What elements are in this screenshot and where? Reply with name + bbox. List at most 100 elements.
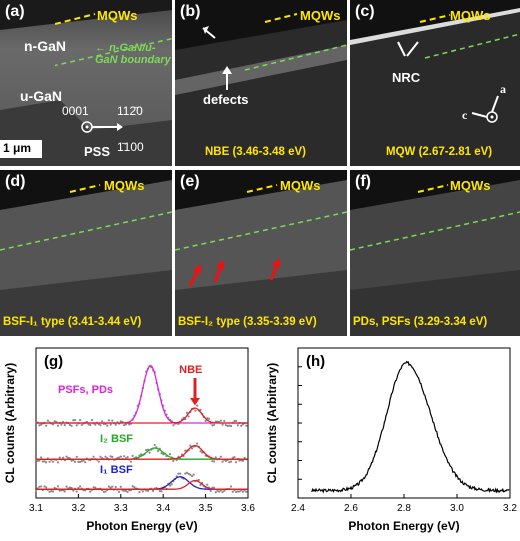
data-point xyxy=(109,423,112,426)
data-point xyxy=(214,456,217,459)
panel-b: (b) MQWs defects NBE (3.46-3.48 eV) xyxy=(175,0,347,166)
data-point xyxy=(231,490,234,493)
data-point xyxy=(231,456,234,459)
data-point xyxy=(158,489,161,493)
data-point xyxy=(128,423,131,426)
mqw-label: MQWs xyxy=(97,8,138,23)
data-point xyxy=(46,419,49,422)
mqw-label: MQWs xyxy=(300,8,341,23)
panel-d: (d) MQWs BSF-I₁ type (3.41-3.44 eV) xyxy=(0,170,172,336)
data-point xyxy=(65,455,68,458)
panel-a-image xyxy=(0,0,172,166)
data-point xyxy=(146,489,150,492)
data-point xyxy=(196,442,199,445)
panel-f-guides xyxy=(350,184,520,251)
data-point xyxy=(119,455,122,458)
data-point xyxy=(114,485,117,489)
data-point xyxy=(51,423,55,426)
data-point xyxy=(185,411,189,414)
data-point xyxy=(236,490,239,493)
x-tick-label: 2.6 xyxy=(344,503,358,514)
data-point xyxy=(45,461,48,464)
chart-h-svg: (h) 2.4 2.6 2.8 3.0 3.2 Photon Energy (eV) CL c… xyxy=(265,347,517,533)
data-point xyxy=(207,417,211,420)
data-point xyxy=(233,455,236,459)
data-point xyxy=(138,454,141,457)
data-point xyxy=(119,420,122,423)
panel-label: (f) xyxy=(355,173,371,190)
data-point xyxy=(145,489,148,492)
data-point xyxy=(63,424,66,427)
x-tick-label: 2.8 xyxy=(397,503,411,514)
x-tick-label: 3.2 xyxy=(71,503,85,514)
data-point xyxy=(160,490,163,493)
data-point xyxy=(187,472,190,475)
data-point xyxy=(56,424,60,427)
data-point xyxy=(77,460,80,463)
data-point xyxy=(43,485,46,488)
data-point xyxy=(138,490,141,494)
direction-1120: 112̄0 xyxy=(117,104,143,118)
panel-c: (c) MQWs NRC a c MQW (2.67-2.81 eV) xyxy=(350,0,520,166)
data-point xyxy=(58,489,61,492)
data-point xyxy=(209,489,212,492)
ugan-label: u-GaN xyxy=(20,88,62,104)
data-point xyxy=(45,424,48,427)
data-point xyxy=(63,490,66,493)
data-point xyxy=(223,419,226,423)
data-point xyxy=(41,460,44,463)
data-point xyxy=(111,455,114,458)
chart-h: (h) 2.4 2.6 2.8 3.0 3.2 Photon Energy (eV) CL c… xyxy=(262,340,520,536)
panel-d-image xyxy=(0,170,172,336)
annotation-psfs: PSFs, PDs xyxy=(58,384,113,396)
data-point xyxy=(194,409,197,412)
data-point xyxy=(157,449,160,453)
data-point xyxy=(211,424,214,427)
data-point xyxy=(68,486,72,489)
data-point xyxy=(238,459,241,462)
fit-curve xyxy=(36,476,248,490)
data-point xyxy=(199,408,202,411)
data-point xyxy=(101,420,104,423)
x-tick-label: 3.0 xyxy=(450,503,464,514)
data-point xyxy=(224,459,228,463)
x-tick-label: 3.4 xyxy=(156,503,170,514)
panel-c-image xyxy=(350,0,520,166)
data-point xyxy=(109,486,112,489)
data-point xyxy=(94,423,97,426)
annotation-nbe: NBE xyxy=(179,364,202,376)
data-point xyxy=(187,415,190,418)
data-point xyxy=(223,489,226,492)
data-point xyxy=(160,452,163,455)
data-point xyxy=(243,456,246,459)
data-point xyxy=(221,460,224,463)
data-point xyxy=(218,490,221,493)
data-point xyxy=(192,473,195,476)
data-point xyxy=(141,490,144,493)
data-point xyxy=(104,490,107,493)
data-point xyxy=(53,486,56,489)
direction-0001: 0001 xyxy=(62,104,89,118)
panel-label: (b) xyxy=(180,3,201,20)
data-point xyxy=(94,486,97,489)
data-point xyxy=(70,424,73,427)
data-point xyxy=(131,454,134,458)
data-point xyxy=(89,490,92,493)
fit-curve xyxy=(36,444,248,460)
data-point xyxy=(221,423,224,426)
data-point xyxy=(116,456,119,460)
data-point xyxy=(48,460,51,463)
scale-label: 1 μm xyxy=(3,141,32,155)
data-point xyxy=(97,460,100,463)
fit-curve xyxy=(36,479,248,490)
data-point xyxy=(172,424,175,427)
data-point xyxy=(212,460,216,463)
data-point xyxy=(72,489,75,492)
chart-g: (g) 3.1 3.2 3.3 3.4 3.5 3.6 Photon Energy (eV) C… xyxy=(0,340,260,536)
data-point xyxy=(67,456,70,459)
data-point xyxy=(229,424,233,428)
data-point xyxy=(104,455,107,458)
data-point xyxy=(179,472,182,475)
data-point xyxy=(204,419,207,423)
data-point xyxy=(34,489,38,493)
